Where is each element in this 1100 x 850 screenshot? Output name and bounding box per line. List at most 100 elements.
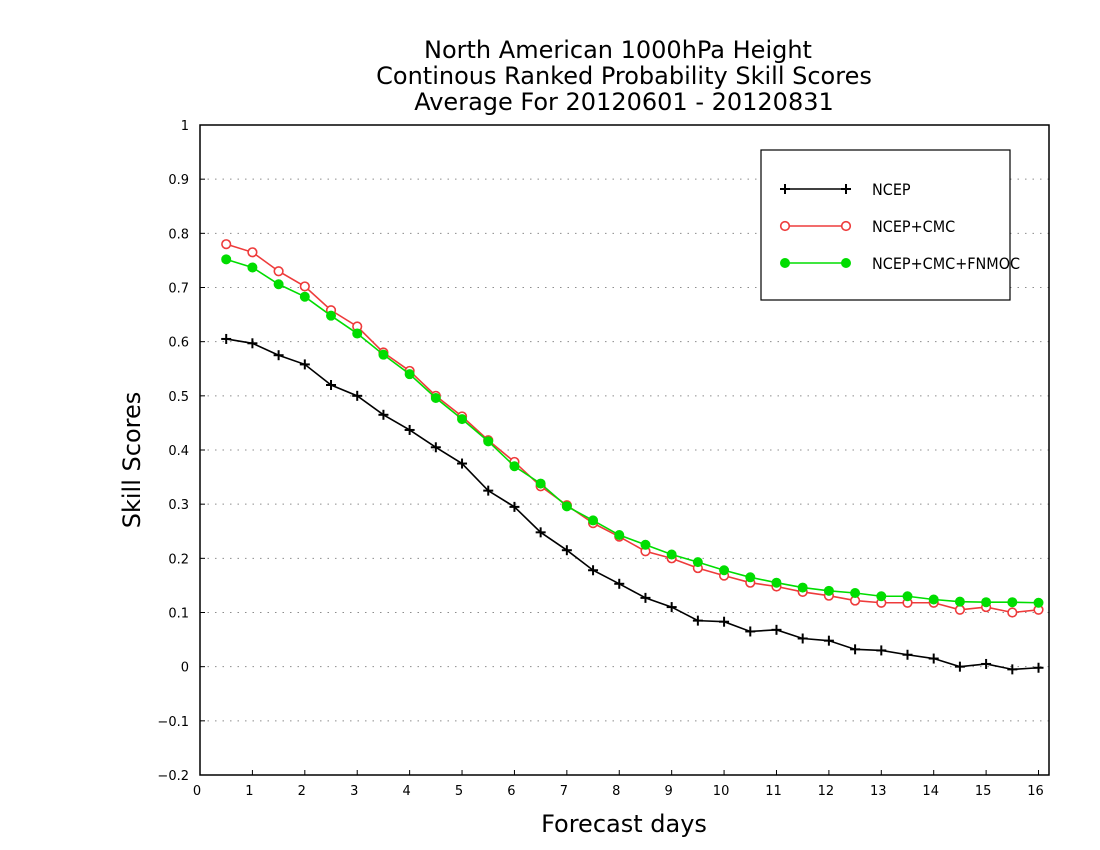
data-point-open-circle bbox=[840, 220, 852, 232]
data-point-plus bbox=[797, 633, 808, 644]
chart-title-line-2: Continous Ranked Probability Skill Score… bbox=[376, 62, 872, 90]
data-point-plus bbox=[483, 485, 494, 496]
data-point-filled-circle bbox=[745, 572, 756, 583]
data-point-filled-circle bbox=[771, 577, 782, 588]
series-line bbox=[226, 338, 1039, 671]
data-point-plus bbox=[841, 184, 851, 194]
data-point-plus bbox=[221, 333, 232, 344]
x-tick-label: 2 bbox=[298, 784, 306, 799]
plot-series bbox=[221, 239, 1044, 675]
data-point-plus bbox=[692, 615, 703, 626]
data-point-filled-circle bbox=[221, 254, 232, 265]
data-point-filled-circle bbox=[876, 591, 887, 602]
x-tick-label: 13 bbox=[870, 784, 887, 799]
data-point-filled-circle bbox=[850, 588, 861, 598]
chart-title-line-1: North American 1000hPa Height bbox=[424, 36, 812, 64]
x-tick-label: 4 bbox=[402, 784, 410, 799]
data-point-filled-circle bbox=[719, 565, 730, 576]
data-point-filled-circle bbox=[430, 393, 441, 403]
legend-label: NCEP bbox=[872, 180, 911, 199]
y-tick-label: 0.9 bbox=[168, 173, 189, 188]
data-point-filled-circle bbox=[273, 279, 284, 290]
series-line bbox=[225, 258, 1039, 604]
data-point-filled-circle bbox=[692, 557, 703, 568]
data-point-plus bbox=[404, 424, 415, 435]
data-point-plus bbox=[876, 645, 887, 656]
data-point-plus bbox=[954, 661, 965, 672]
data-point-plus bbox=[457, 458, 468, 469]
data-point-plus bbox=[326, 380, 337, 390]
x-tick-label: 12 bbox=[818, 784, 835, 799]
data-point-filled-circle bbox=[326, 310, 337, 321]
y-axis-title: Skill Scores bbox=[118, 392, 146, 529]
data-point-open-circle bbox=[221, 239, 232, 250]
series-3 bbox=[221, 254, 1044, 608]
x-tick-label: 1 bbox=[245, 784, 253, 799]
data-point-plus bbox=[745, 626, 756, 637]
data-point-filled-circle bbox=[299, 291, 310, 302]
legend-entry: NCEP+CMC bbox=[779, 217, 955, 236]
data-point-plus bbox=[247, 338, 258, 349]
data-point-open-circle bbox=[779, 220, 791, 232]
y-tick-label: 0 bbox=[181, 661, 189, 676]
data-point-plus bbox=[273, 350, 284, 361]
data-point-plus bbox=[509, 501, 520, 512]
legend-label: NCEP+CMC bbox=[872, 217, 955, 236]
y-tick-label: 0.7 bbox=[168, 282, 189, 297]
y-tick-labels: −0.2 −0.1 0 0.1 0.2 0.3 0.4 0.5 0.6 0.7 0.8 0.9 1 bbox=[157, 119, 189, 784]
data-point-open-circle bbox=[273, 266, 284, 277]
y-tick-label: 0.5 bbox=[168, 390, 189, 405]
chart-title: North American 1000hPa Height Continous … bbox=[376, 36, 872, 116]
data-point-filled-circle bbox=[928, 594, 939, 605]
data-point-plus bbox=[771, 624, 782, 635]
data-point-plus bbox=[299, 359, 310, 370]
data-point-plus bbox=[352, 390, 363, 401]
legend-entry: NCEP+CMC+FNMOC bbox=[780, 254, 1020, 273]
data-point-filled-circle bbox=[457, 414, 468, 425]
y-tick-label: −0.1 bbox=[157, 715, 189, 730]
data-point-filled-circle bbox=[247, 262, 258, 273]
x-tick-label: 10 bbox=[713, 784, 730, 799]
x-tick-label: 14 bbox=[922, 784, 939, 799]
x-tick-label: 0 bbox=[193, 784, 201, 799]
data-point-plus bbox=[588, 565, 599, 576]
x-tick-label: 3 bbox=[350, 784, 358, 799]
axis-ticks bbox=[199, 124, 1040, 776]
data-point-filled-circle bbox=[841, 258, 851, 268]
y-tick-label: 0.8 bbox=[168, 227, 189, 242]
data-point-plus bbox=[535, 527, 546, 538]
legend-box bbox=[760, 149, 1011, 301]
data-point-filled-circle bbox=[780, 258, 790, 268]
data-point-plus bbox=[1033, 662, 1044, 673]
x-tick-label: 15 bbox=[975, 784, 992, 799]
data-point-filled-circle bbox=[981, 597, 992, 608]
x-tick-label: 7 bbox=[560, 784, 568, 799]
x-tick-label: 16 bbox=[1027, 784, 1044, 799]
y-tick-label: 0.2 bbox=[168, 552, 189, 567]
x-tick-label: 6 bbox=[507, 784, 515, 799]
data-point-plus bbox=[666, 602, 677, 613]
data-point-plus bbox=[1007, 664, 1018, 675]
x-axis-title: Forecast days bbox=[541, 810, 707, 838]
data-point-filled-circle bbox=[1007, 597, 1018, 608]
data-point-filled-circle bbox=[588, 515, 599, 526]
data-point-filled-circle bbox=[640, 539, 651, 550]
data-point-plus bbox=[640, 592, 651, 603]
data-point-filled-circle bbox=[797, 582, 808, 593]
y-tick-label: 0.6 bbox=[168, 336, 189, 351]
data-point-filled-circle bbox=[823, 585, 834, 596]
data-point-open-circle bbox=[954, 604, 966, 615]
data-point-plus bbox=[850, 644, 861, 655]
data-point-filled-circle bbox=[954, 596, 965, 607]
data-point-filled-circle bbox=[378, 349, 389, 360]
x-tick-label: 8 bbox=[612, 784, 620, 799]
data-point-open-circle bbox=[247, 247, 258, 258]
legend-entry: NCEP bbox=[780, 180, 911, 199]
data-point-filled-circle bbox=[902, 591, 913, 602]
data-point-open-circle bbox=[1007, 607, 1018, 618]
y-tick-label: 1 bbox=[181, 119, 189, 134]
legend: NCEP NCEP+CMC NCEP+CMC+FNMOC bbox=[760, 149, 1020, 301]
data-point-plus bbox=[378, 409, 389, 420]
data-point-plus bbox=[981, 658, 992, 669]
